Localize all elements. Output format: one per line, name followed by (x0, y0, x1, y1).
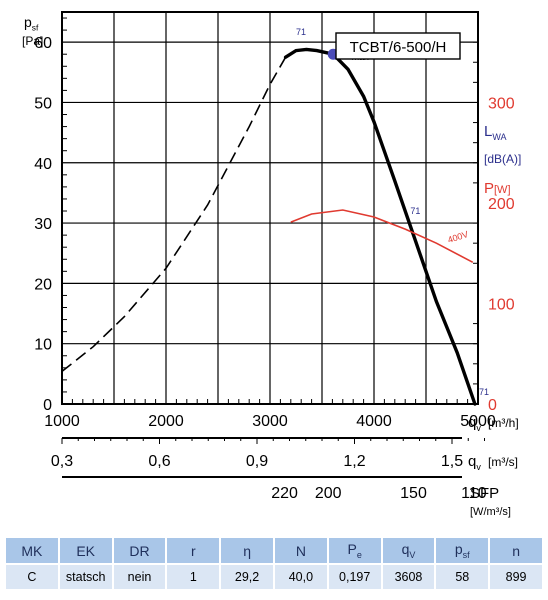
y-tick-label: 60 (34, 35, 52, 52)
y-tick-label: 0 (43, 397, 52, 414)
y-tick-label: 50 (34, 95, 52, 112)
table-header-cell: qV (382, 538, 435, 563)
table-cell: C (6, 565, 58, 589)
table-cell: nein (113, 565, 166, 589)
y-tick-label: 10 (34, 337, 52, 354)
sound-axis-unit: [dB(A)] (484, 152, 521, 166)
title-frame (335, 32, 461, 60)
sfp-tick-label: 150 (400, 485, 427, 502)
annotation-lwa-bottom: 71 (479, 387, 489, 397)
secondary-x-axis-unit: [m³/s] (488, 455, 518, 469)
sfp-tick-label: 110 (461, 485, 487, 502)
x-tick-label: 2000 (148, 413, 184, 430)
y-axis-unit: [Pa] (22, 34, 43, 48)
y-axis-label: psf (24, 14, 39, 33)
title-box: TCBT/6-500/H (335, 32, 461, 60)
table-cell: 899 (490, 565, 542, 589)
x-axis-unit: [m³/h] (488, 416, 519, 430)
x-tick-label: 3000 (252, 413, 288, 430)
sound-axis-label: LWA (484, 123, 507, 142)
annotation-lwa-mid: 71 (410, 206, 420, 216)
table-header-row: MK EK DR r η N Pe qV psf n (6, 538, 542, 563)
annotation-voltage: 400V (446, 229, 469, 245)
sfp-axis-label: SFP (470, 485, 499, 502)
power-tick-label: 200 (488, 196, 515, 213)
power-axis-label: P (484, 180, 494, 197)
secondary-x-axis-label: qv (468, 453, 481, 472)
y-tick-label: 20 (34, 276, 52, 293)
y-tick-label: 30 (34, 216, 52, 233)
power-axis-unit: [W] (494, 184, 511, 196)
labels: 0 10 20 30 40 50 60 psf[Pa] 0 100 200 300 LWA [dB(A)]… (22, 14, 521, 518)
y-tick-label: 40 (34, 156, 52, 173)
table-header-cell: N (274, 538, 327, 563)
pressure-curve (283, 47, 477, 406)
table-header-cell: η (221, 538, 273, 563)
table-cell: 1 (167, 565, 220, 589)
secondary-x-tick-label: 1,2 (343, 453, 365, 470)
table-header-cell: r (167, 538, 220, 563)
power-curve (290, 209, 474, 264)
table-cell: 29,2 (221, 565, 273, 589)
x-tick-label: 4000 (356, 413, 392, 430)
table-header-cell: Pe (328, 538, 381, 563)
table-header-cell: n (490, 538, 542, 563)
secondary-x-tick-label: 0,3 (51, 453, 73, 470)
table-header-cell: EK (59, 538, 112, 563)
sfp-tick-label: 200 (315, 485, 342, 502)
dashed-unstable-curve (61, 56, 287, 373)
power-tick-label: 300 (488, 95, 515, 112)
secondary-x-tick-label: 0,9 (246, 453, 268, 470)
sfp-tick-label: 220 (271, 485, 298, 502)
table-header-cell: psf (436, 538, 489, 563)
table-header-cell: MK (6, 538, 58, 563)
table-cell: 3608 (382, 565, 435, 589)
chart-title: TCBT/6-500/H (350, 39, 447, 56)
power-tick-label: 100 (488, 296, 515, 313)
secondary-x-tick-label: 1,5 (441, 453, 463, 470)
annotation-lwa-top: 71 (296, 27, 306, 37)
x-axis-label: qv (468, 414, 481, 433)
sfp-axis-unit: [W/m³/s] (470, 506, 511, 518)
x-tick-label: 1000 (44, 413, 80, 430)
table-cell: statsch (59, 565, 112, 589)
power-tick-label: 0 (488, 397, 497, 414)
secondary-x-tick-label: 0,6 (148, 453, 170, 470)
axes (61, 437, 485, 478)
table-cell: 0,197 (328, 565, 381, 589)
table-header-cell: DR (113, 538, 166, 563)
table-cell: 58 (436, 565, 489, 589)
x-tick-label: 5000 (460, 413, 496, 430)
table-cell: 40,0 (274, 565, 327, 589)
